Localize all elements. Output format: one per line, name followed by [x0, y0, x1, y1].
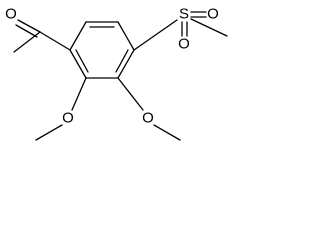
bond: [190, 18, 228, 37]
bonds: [13, 11, 228, 141]
bond: [35, 124, 63, 141]
atom-label: S: [179, 6, 189, 23]
double-bond: [15, 24, 38, 38]
atom-label: O: [62, 110, 74, 127]
bond: [39, 31, 71, 51]
bond: [69, 49, 87, 79]
bond: [117, 49, 135, 79]
structure-diagram: O S O O O O: [5, 6, 228, 141]
double-bond: [115, 49, 129, 73]
bond: [117, 21, 135, 51]
bond: [13, 31, 41, 53]
bond: [71, 77, 87, 111]
bond: [153, 124, 181, 141]
atom-label: O: [5, 6, 17, 23]
bond: [117, 77, 144, 111]
double-bond: [75, 49, 89, 73]
bond: [69, 21, 87, 51]
double-bond: [17, 19, 41, 33]
atom-label: O: [142, 110, 154, 127]
atom-label: O: [207, 6, 219, 23]
bond: [133, 19, 178, 51]
atom-label: O: [178, 36, 190, 53]
